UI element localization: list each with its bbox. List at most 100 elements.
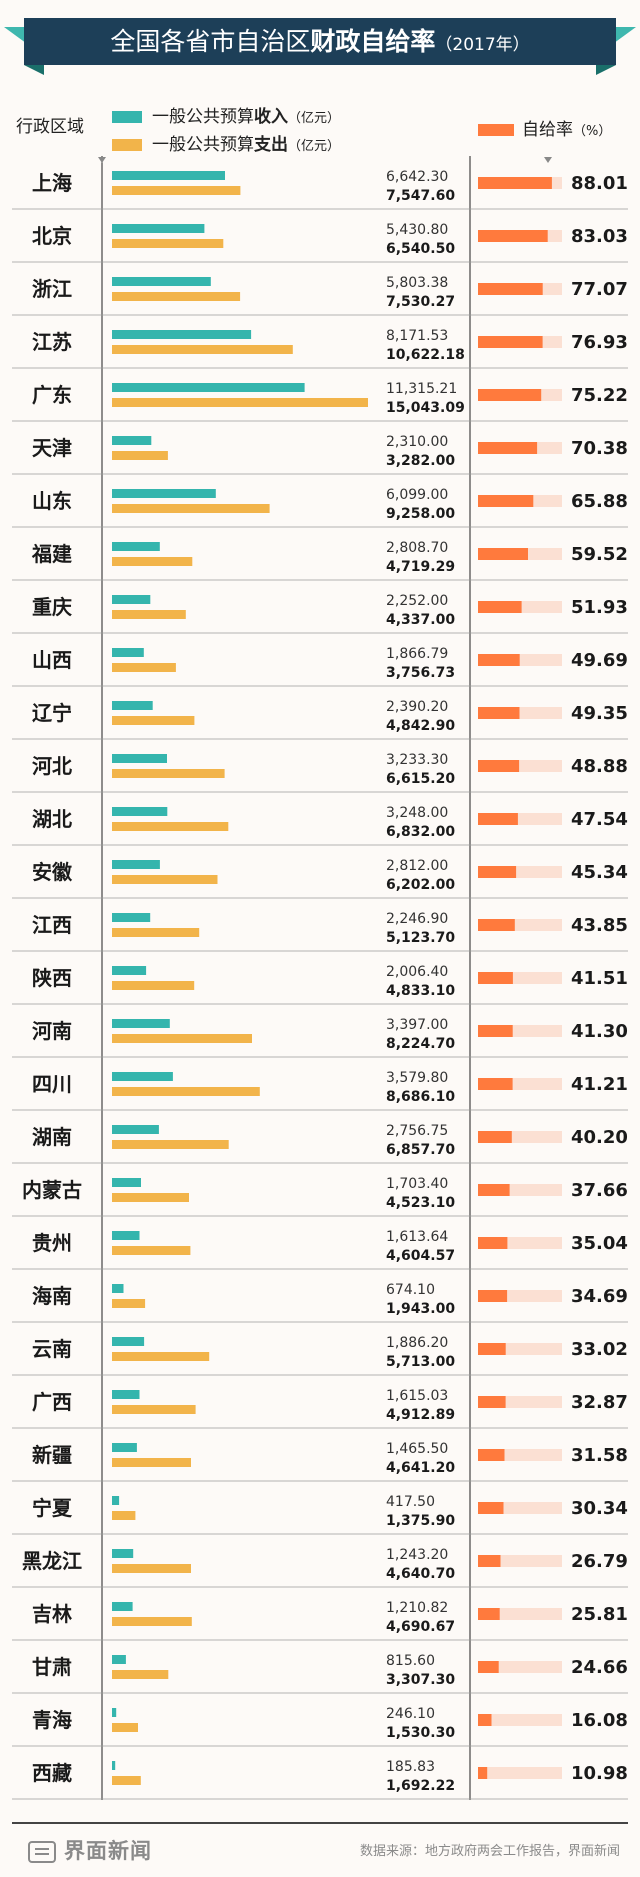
spending-bar [112, 1458, 191, 1467]
ratio-value: 77.07 [571, 279, 628, 300]
ratio-bar [478, 1502, 504, 1514]
ratio-value: 37.66 [571, 1180, 628, 1201]
revenue-bar [112, 807, 168, 816]
ratio-value: 25.81 [571, 1604, 628, 1625]
region-label: 河南 [32, 1019, 72, 1043]
region-label: 四川 [32, 1072, 72, 1096]
revenue-bar [112, 542, 160, 551]
region-label: 北京 [32, 224, 72, 248]
revenue-bar [112, 913, 151, 922]
legend-spending-text: 一般公共预算 [152, 135, 254, 155]
ratio-bar [478, 177, 552, 189]
revenue-bar [112, 860, 160, 869]
divider-marker-right [544, 157, 552, 163]
spending-value: 4,912.89 [386, 1407, 455, 1423]
revenue-bar [112, 171, 225, 180]
spending-value: 4,842.90 [386, 718, 455, 734]
ratio-bar [478, 442, 538, 454]
spending-value: 6,540.50 [386, 241, 455, 257]
legend-spending-swatch [112, 139, 142, 151]
ratio-bar [478, 1608, 500, 1620]
ratio-value: 47.54 [571, 809, 628, 830]
spending-bar [112, 663, 176, 672]
spending-bar [112, 1352, 210, 1361]
ratio-bar [478, 866, 517, 878]
region-label: 辽宁 [32, 701, 72, 725]
spending-value: 8,224.70 [386, 1036, 455, 1052]
spending-bar [112, 769, 225, 778]
spending-value: 4,604.57 [386, 1248, 455, 1264]
region-column-label: 行政区域 [16, 117, 84, 137]
legend-spending-unit: （亿元） [288, 139, 341, 154]
spending-value: 7,530.27 [386, 294, 455, 310]
revenue-value: 2,812.00 [386, 858, 448, 874]
footer-logo: 界面新闻 [28, 1835, 152, 1865]
region-label: 江苏 [32, 330, 72, 354]
spending-bar [112, 1087, 260, 1096]
revenue-bar [112, 436, 152, 445]
ratio-bar [478, 919, 515, 931]
spending-bar [112, 981, 195, 990]
ratio-value: 24.66 [571, 1657, 628, 1678]
ratio-bar [478, 1025, 513, 1037]
region-label: 海南 [32, 1284, 72, 1308]
spending-value: 15,043.09 [386, 400, 465, 416]
logo-icon [28, 1841, 56, 1863]
spending-bar [112, 1140, 229, 1149]
legend-ratio-swatch [478, 124, 514, 136]
spending-value: 3,282.00 [386, 453, 455, 469]
region-label: 甘肃 [32, 1655, 72, 1679]
spending-value: 1,375.90 [386, 1513, 455, 1529]
spending-value: 4,690.67 [386, 1619, 455, 1635]
spending-bar [112, 1034, 252, 1043]
region-label: 浙江 [32, 277, 72, 301]
ribbon-band [24, 18, 616, 65]
spending-value: 4,833.10 [386, 983, 455, 999]
spending-value: 6,832.00 [386, 824, 455, 840]
ratio-bar [478, 1131, 512, 1143]
spending-value: 6,857.70 [386, 1142, 455, 1158]
region-label: 内蒙古 [22, 1178, 82, 1202]
revenue-bar [112, 383, 305, 392]
revenue-value: 8,171.53 [386, 328, 448, 344]
spending-bar [112, 1723, 138, 1732]
revenue-value: 1,703.40 [386, 1176, 448, 1192]
ratio-bar [478, 707, 520, 719]
region-label: 西藏 [32, 1761, 72, 1785]
spending-value: 5,713.00 [386, 1354, 455, 1370]
spending-bar [112, 186, 241, 195]
ratio-bar [478, 1555, 501, 1567]
spending-bar [112, 928, 200, 937]
spending-bar [112, 398, 368, 407]
revenue-value: 5,803.38 [386, 275, 448, 291]
revenue-bar [112, 277, 211, 286]
spending-bar [112, 1405, 196, 1414]
ratio-value: 26.79 [571, 1551, 628, 1572]
spending-bar [112, 451, 168, 460]
ratio-bar [478, 654, 520, 666]
ratio-value: 45.34 [571, 862, 628, 883]
revenue-bar [112, 1284, 124, 1293]
spending-bar [112, 1670, 169, 1679]
ratio-value: 43.85 [571, 915, 628, 936]
revenue-bar [112, 1125, 159, 1134]
revenue-bar [112, 1549, 134, 1558]
region-label: 安徽 [32, 860, 73, 884]
revenue-bar [112, 1337, 145, 1346]
ratio-bar [478, 548, 528, 560]
revenue-value: 11,315.21 [386, 381, 457, 397]
ratio-value: 34.69 [571, 1286, 628, 1307]
region-label: 广西 [32, 1390, 72, 1414]
spending-value: 6,615.20 [386, 771, 455, 787]
revenue-value: 674.10 [386, 1282, 435, 1298]
ratio-bar [478, 389, 542, 401]
footer-divider [12, 1822, 628, 1824]
revenue-value: 2,252.00 [386, 593, 448, 609]
ratio-value: 65.88 [571, 491, 628, 512]
ratio-bar [478, 760, 520, 772]
ratio-bar [478, 336, 543, 348]
revenue-value: 3,233.30 [386, 752, 448, 768]
revenue-value: 1,886.20 [386, 1335, 448, 1351]
ribbon-right-shadow [596, 65, 616, 75]
revenue-bar [112, 330, 252, 339]
